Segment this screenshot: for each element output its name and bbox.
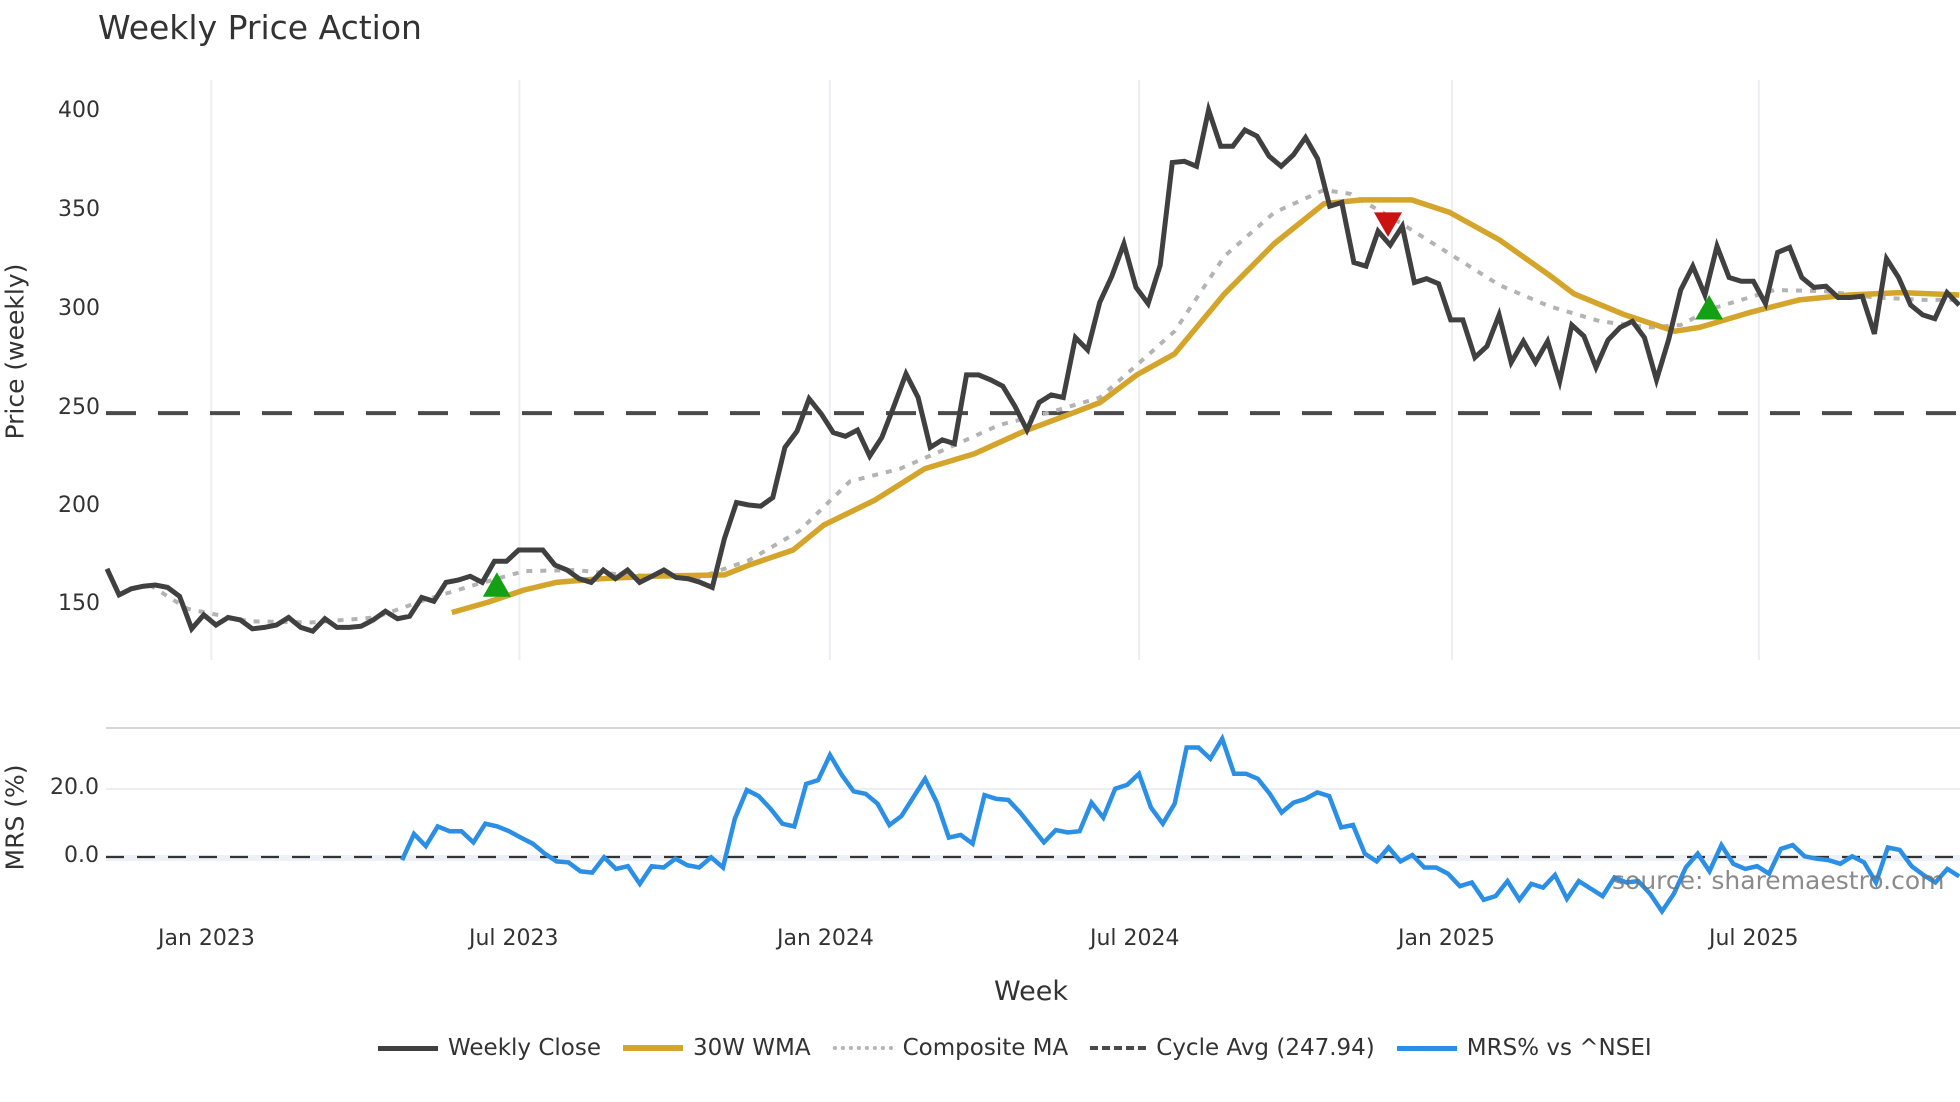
composite-ma-line xyxy=(148,187,1960,625)
price-tick-250: 250 xyxy=(58,395,100,420)
source-watermark: source: sharemaestro.com xyxy=(1612,866,1945,895)
mrs-y-axis-label: MRS (%) xyxy=(0,764,30,871)
weekly-close-line xyxy=(104,100,1960,635)
legend-item-weekly-close[interactable]: Weekly Close xyxy=(378,1035,601,1061)
wma-swatch-icon xyxy=(622,1045,683,1051)
buy-signal-triangle-up-icon xyxy=(482,572,511,597)
sell-signal-triangle-down-icon xyxy=(1373,212,1402,237)
x-tick-jul-2025: Jul 2025 xyxy=(1709,926,1799,951)
legend-item-composite-ma[interactable]: Composite MA xyxy=(832,1035,1069,1061)
price-tick-400: 400 xyxy=(58,98,100,123)
composite-ma-swatch-icon xyxy=(832,1046,893,1050)
x-tick-jan-2025: Jan 2025 xyxy=(1398,926,1495,951)
price-y-axis-label: Price (weekly) xyxy=(0,263,30,440)
legend-label: 30W WMA xyxy=(692,1035,811,1061)
legend-label: Weekly Close xyxy=(448,1035,601,1061)
cycle-avg-swatch-icon xyxy=(1090,1046,1147,1050)
legend-label: Cycle Avg (247.94) xyxy=(1156,1035,1375,1061)
legend: Weekly Close 30W WMA Composite MA Cycle … xyxy=(378,1035,1674,1061)
mrs-tick-0: 0.0 xyxy=(64,843,99,868)
x-tick-jan-2024: Jan 2024 xyxy=(777,926,874,951)
mrs-line xyxy=(400,733,1960,916)
grid-lines xyxy=(210,80,1760,660)
x-tick-jul-2023: Jul 2023 xyxy=(469,926,559,951)
legend-label: MRS% vs ^NSEI xyxy=(1466,1035,1652,1061)
mrs-tick-20: 20.0 xyxy=(50,775,99,800)
buy-signal-triangle-up-icon xyxy=(1695,295,1724,320)
price-tick-350: 350 xyxy=(58,197,100,222)
x-tick-jul-2024: Jul 2024 xyxy=(1090,926,1180,951)
weekly-close-swatch-icon xyxy=(378,1045,438,1051)
mrs-swatch-icon xyxy=(1396,1045,1457,1051)
price-tick-150: 150 xyxy=(58,591,100,616)
price-tick-300: 300 xyxy=(58,296,100,321)
legend-item-mrs[interactable]: MRS% vs ^NSEI xyxy=(1396,1035,1652,1061)
price-tick-200: 200 xyxy=(58,493,100,518)
legend-label: Composite MA xyxy=(902,1035,1069,1061)
x-tick-jan-2023: Jan 2023 xyxy=(158,926,255,951)
legend-item-cycle-avg[interactable]: Cycle Avg (247.94) xyxy=(1090,1035,1375,1061)
signal-markers xyxy=(482,212,1724,597)
legend-item-30w-wma[interactable]: 30W WMA xyxy=(622,1035,811,1061)
x-axis-label: Week xyxy=(994,976,1068,1007)
wma-30w-line xyxy=(451,197,1960,616)
chart-title: Weekly Price Action xyxy=(98,8,422,47)
